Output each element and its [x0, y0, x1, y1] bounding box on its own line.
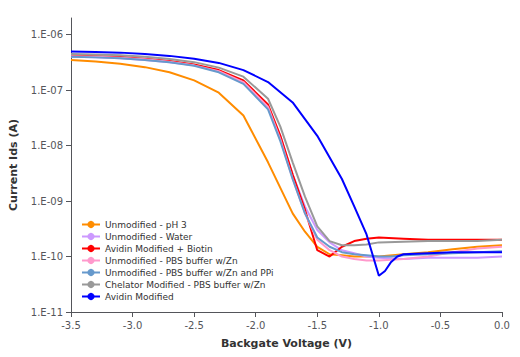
svg-text:Avidin Modified: Avidin Modified — [105, 292, 174, 302]
svg-text:-3.0: -3.0 — [123, 320, 143, 331]
svg-text:1.E-08: 1.E-08 — [31, 140, 63, 151]
svg-text:Avidin Modified + Biotin: Avidin Modified + Biotin — [105, 244, 213, 254]
svg-text:Unmodified - pH 3: Unmodified - pH 3 — [105, 220, 187, 230]
svg-text:-0.5: -0.5 — [431, 320, 451, 331]
svg-text:Backgate Voltage (V): Backgate Voltage (V) — [221, 337, 352, 350]
svg-text:-3.5: -3.5 — [61, 320, 81, 331]
svg-text:1.E-10: 1.E-10 — [31, 251, 63, 262]
svg-text:1.E-09: 1.E-09 — [31, 196, 63, 207]
svg-text:Unmodified - PBS buffer w/Zn: Unmodified - PBS buffer w/Zn — [105, 256, 238, 266]
svg-text:-2.5: -2.5 — [184, 320, 204, 331]
svg-text:0.0: 0.0 — [494, 320, 510, 331]
svg-text:Unmodified - PBS buffer w/Zn a: Unmodified - PBS buffer w/Zn and PPi — [105, 268, 273, 278]
svg-text:1.E-07: 1.E-07 — [31, 85, 63, 96]
svg-text:1.E-06: 1.E-06 — [31, 29, 63, 40]
svg-text:-1.5: -1.5 — [308, 320, 328, 331]
svg-text:Current Ids (A): Current Ids (A) — [7, 119, 20, 211]
svg-text:Unmodified - Water: Unmodified - Water — [105, 232, 193, 242]
svg-text:Chelator Modified - PBS buffer: Chelator Modified - PBS buffer w/Zn — [105, 280, 266, 290]
svg-text:1.E-11: 1.E-11 — [31, 307, 63, 318]
svg-text:-2.0: -2.0 — [246, 320, 266, 331]
svg-text:-1.0: -1.0 — [369, 320, 389, 331]
